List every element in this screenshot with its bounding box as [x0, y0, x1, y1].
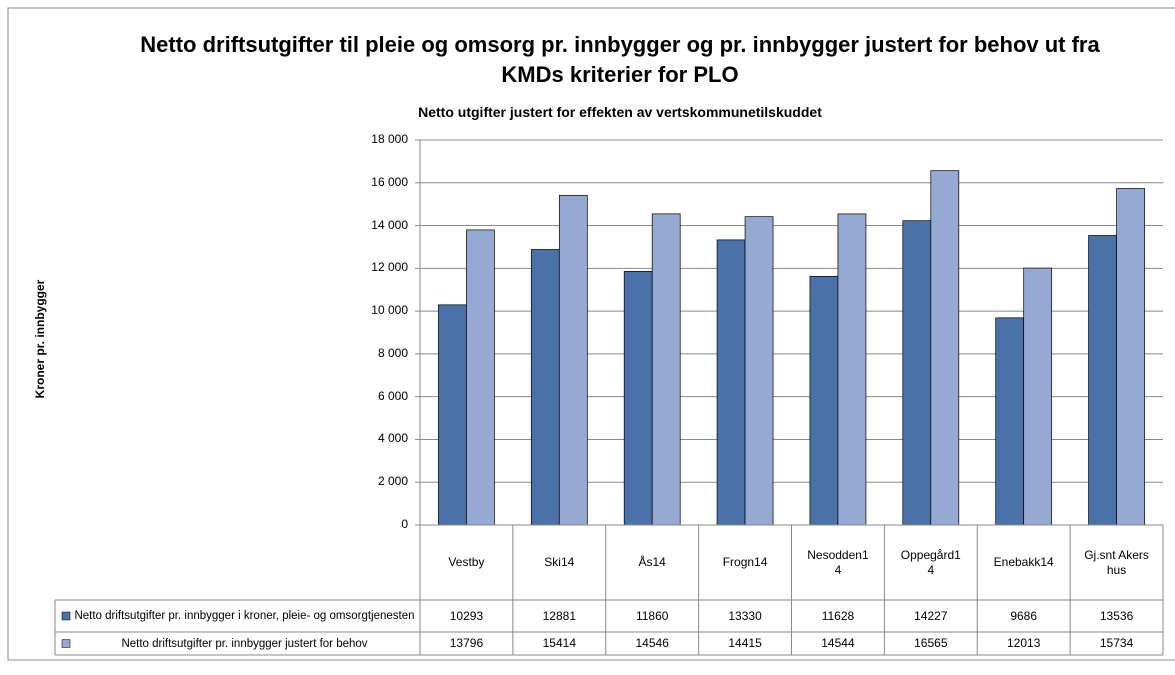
x-tick-label: Vestby: [448, 555, 485, 569]
table-value: 15734: [1099, 636, 1134, 650]
bar: [623, 270, 653, 526]
table-value: 12881: [542, 608, 576, 623]
bar: [558, 194, 588, 526]
y-tick-label: 10 000: [371, 303, 408, 318]
y-tick-label: 14 000: [371, 217, 408, 232]
bar: [930, 170, 960, 526]
y-tick-label: 2 000: [377, 474, 408, 489]
bar: [438, 304, 467, 526]
x-tick-label: Enebakk14: [993, 555, 1054, 569]
chart-subtitle: Netto utgifter justert for effekten av v…: [418, 104, 822, 120]
x-tick-label: Gj.snt Akershus: [1084, 547, 1149, 577]
bar: [466, 229, 495, 526]
y-tick-label: 8 000: [377, 345, 408, 360]
bar: [837, 213, 867, 526]
legend-key: [61, 639, 71, 648]
table-value: 11860: [635, 608, 669, 623]
table-value: 11628: [821, 608, 855, 623]
y-tick-label: 6 000: [377, 388, 408, 403]
chart-title: Netto driftsutgifter til pleie og omsorg…: [140, 32, 1100, 87]
table-value: 13536: [1099, 608, 1134, 623]
bar: [809, 275, 839, 526]
table-value: 14227: [914, 608, 948, 623]
table-value: 14544: [821, 636, 855, 650]
x-tick-label: Ski14: [544, 555, 575, 569]
x-tick-label: Frogn14: [722, 555, 768, 569]
table-value: 10293: [449, 608, 484, 623]
table-value: 15414: [542, 636, 576, 650]
x-tick-label: Oppegård14: [900, 547, 961, 577]
y-tick-label: 12 000: [371, 260, 408, 275]
table-value: 9686: [1010, 608, 1038, 623]
table-value: 14546: [635, 636, 669, 650]
y-tick-label: 18 000: [371, 132, 408, 146]
table-value: 16565: [914, 636, 948, 650]
bar: [995, 317, 1025, 526]
bar: [1023, 267, 1053, 526]
legend-label: Netto driftsutgifter pr. innbygger juste…: [121, 637, 368, 650]
legend-key: [61, 611, 71, 621]
x-tick-label: Nesodden14: [807, 547, 869, 577]
bar: [1116, 188, 1145, 526]
x-tick-label: Ås14: [638, 555, 666, 569]
table-value: 13796: [449, 636, 484, 650]
table-value: 14415: [728, 636, 762, 650]
y-tick-label: 0: [401, 517, 408, 531]
bar: [651, 213, 681, 526]
bar: [1088, 235, 1117, 526]
table-value: 12013: [1007, 636, 1041, 650]
y-tick-label: 16 000: [371, 174, 408, 189]
y-axis-label: Kroner pr. innbygger: [33, 279, 47, 399]
bar: [902, 220, 932, 526]
bar: [716, 239, 746, 526]
bar: [530, 249, 560, 526]
table-value: 13330: [728, 608, 762, 623]
bar: [744, 216, 774, 526]
chart-border: [7, 7, 1175, 661]
y-tick-label: 4 000: [377, 431, 408, 446]
legend-label: Netto driftsutgifter pr. innbygger i kro…: [74, 610, 415, 622]
